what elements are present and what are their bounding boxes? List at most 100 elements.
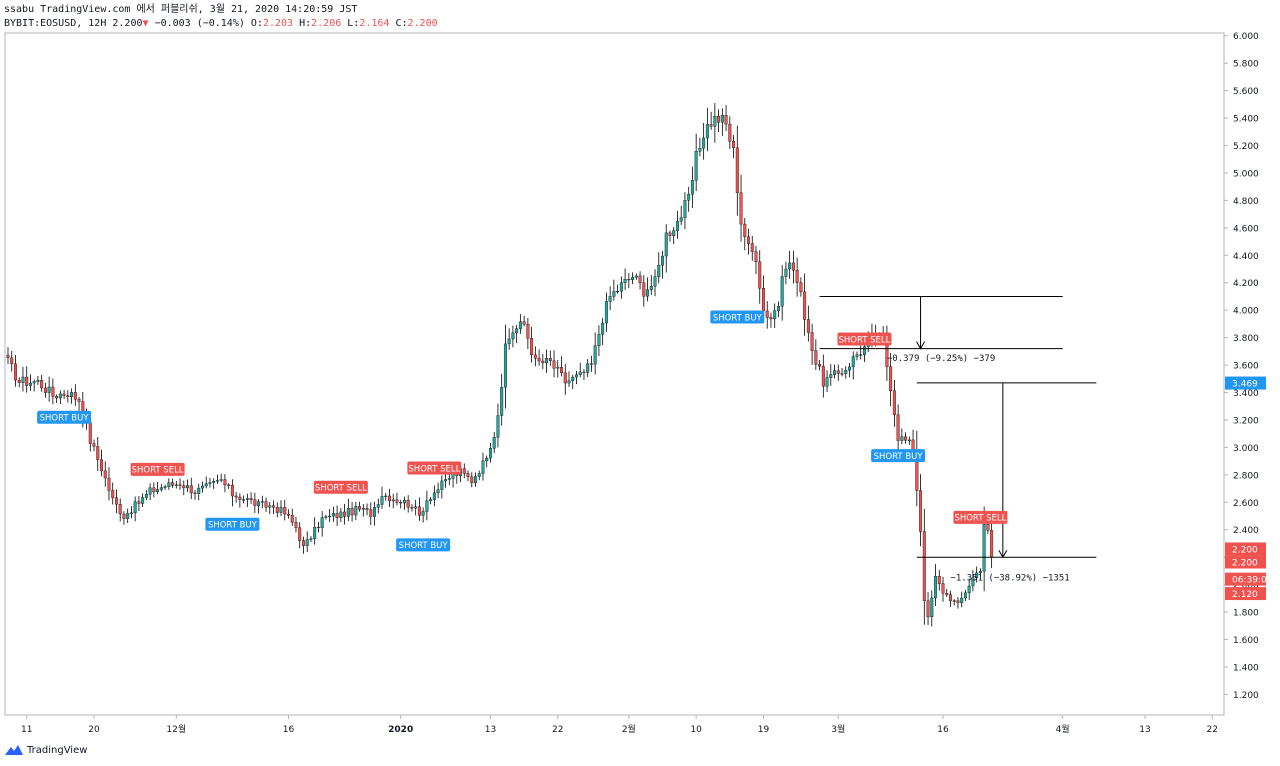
candle-body	[533, 354, 537, 359]
candle-body	[301, 540, 305, 546]
candle	[182, 480, 186, 496]
candle-body	[126, 513, 130, 519]
candle	[369, 502, 373, 526]
badge-label: SHORT BUY	[874, 452, 924, 462]
candle-body	[331, 513, 335, 517]
tradingview-logo[interactable]: TradingView	[5, 744, 87, 756]
candle	[114, 489, 118, 514]
candle-body	[444, 479, 448, 482]
candle-body	[889, 366, 893, 391]
candle-body	[575, 374, 578, 378]
candle-body	[204, 483, 208, 487]
candle-body	[791, 262, 795, 271]
candle	[417, 497, 421, 521]
candle	[28, 374, 32, 391]
candle	[791, 250, 795, 284]
candle	[406, 495, 410, 513]
candle	[586, 359, 590, 378]
candle-body	[675, 221, 679, 231]
candle	[541, 354, 545, 370]
price-tag: 2.200	[1225, 542, 1266, 556]
candle-body	[679, 217, 683, 222]
measure-label: −1.351 (−38.92%) −1351	[950, 574, 1069, 584]
y-tick-label: 5.000	[1233, 169, 1259, 179]
candle-body	[40, 380, 44, 389]
y-tick-label: 3.600	[1233, 362, 1259, 372]
candle	[934, 564, 937, 607]
candle	[619, 276, 623, 299]
candle	[242, 495, 246, 504]
candle-body	[257, 501, 261, 506]
open-value: 2.203	[262, 18, 294, 29]
candle-body	[810, 332, 814, 351]
badge-label: SHORT SELL	[132, 466, 184, 476]
candle	[836, 364, 840, 381]
candle	[642, 275, 646, 307]
candle	[743, 218, 747, 251]
candle	[537, 349, 541, 366]
candle-body	[290, 515, 294, 523]
candle-body	[522, 321, 526, 325]
candle	[646, 277, 650, 302]
candle-body	[343, 511, 347, 517]
badge-box	[953, 510, 1008, 524]
y-tick-label: 5.400	[1233, 115, 1259, 125]
candle-body	[118, 504, 122, 515]
candle-body	[911, 439, 915, 451]
candle-body	[238, 496, 242, 500]
candle	[324, 514, 328, 520]
open-label: O:	[250, 18, 263, 29]
publish-line: ssabu TradingView.com 에서 퍼블리쉬, 3월 21, 20…	[4, 4, 358, 15]
candle-body	[818, 364, 822, 367]
candle	[107, 467, 111, 501]
candle-body	[421, 511, 425, 516]
y-tick-label: 1.400	[1233, 663, 1259, 673]
y-tick-label: 3.200	[1233, 416, 1259, 426]
y-tick-label: 2.800	[1233, 471, 1259, 481]
candle-body	[862, 346, 866, 355]
candle	[279, 500, 283, 517]
candle-body	[709, 124, 713, 127]
short-buy-badge: SHORT BUY	[871, 449, 926, 463]
candle-body	[466, 473, 470, 477]
close-label: C:	[395, 18, 408, 29]
candle-body	[649, 285, 653, 290]
candle	[747, 228, 750, 255]
candle-body	[500, 387, 504, 416]
candle-body	[36, 380, 40, 382]
candle-body	[515, 328, 519, 334]
candle	[784, 261, 788, 285]
candle-body	[780, 276, 784, 307]
candle	[488, 442, 492, 463]
candle	[25, 366, 29, 393]
candle-body	[369, 509, 373, 517]
badge-label: SHORT BUY	[208, 521, 258, 531]
candle	[47, 376, 51, 402]
candle-body	[380, 496, 384, 505]
candle	[500, 373, 504, 426]
candle	[339, 508, 343, 523]
candle	[608, 286, 612, 311]
candle	[55, 394, 59, 404]
price-change: −0.003 (−0.14%)	[154, 18, 245, 29]
candle	[653, 269, 657, 297]
candle-body	[724, 115, 728, 125]
candle	[298, 522, 302, 549]
candle-body	[62, 393, 66, 396]
candle-body	[77, 399, 81, 402]
candle	[301, 536, 305, 554]
candle-body	[92, 443, 96, 447]
candle	[904, 432, 908, 444]
candle	[212, 478, 216, 489]
candle-body	[227, 484, 231, 486]
candle-body	[892, 390, 896, 415]
candle	[294, 516, 298, 533]
candle	[896, 404, 900, 450]
candle-body	[133, 501, 137, 514]
candle	[111, 482, 115, 505]
candle	[133, 496, 137, 522]
candle	[58, 390, 62, 404]
candle-body	[754, 251, 758, 263]
candle	[201, 481, 204, 493]
